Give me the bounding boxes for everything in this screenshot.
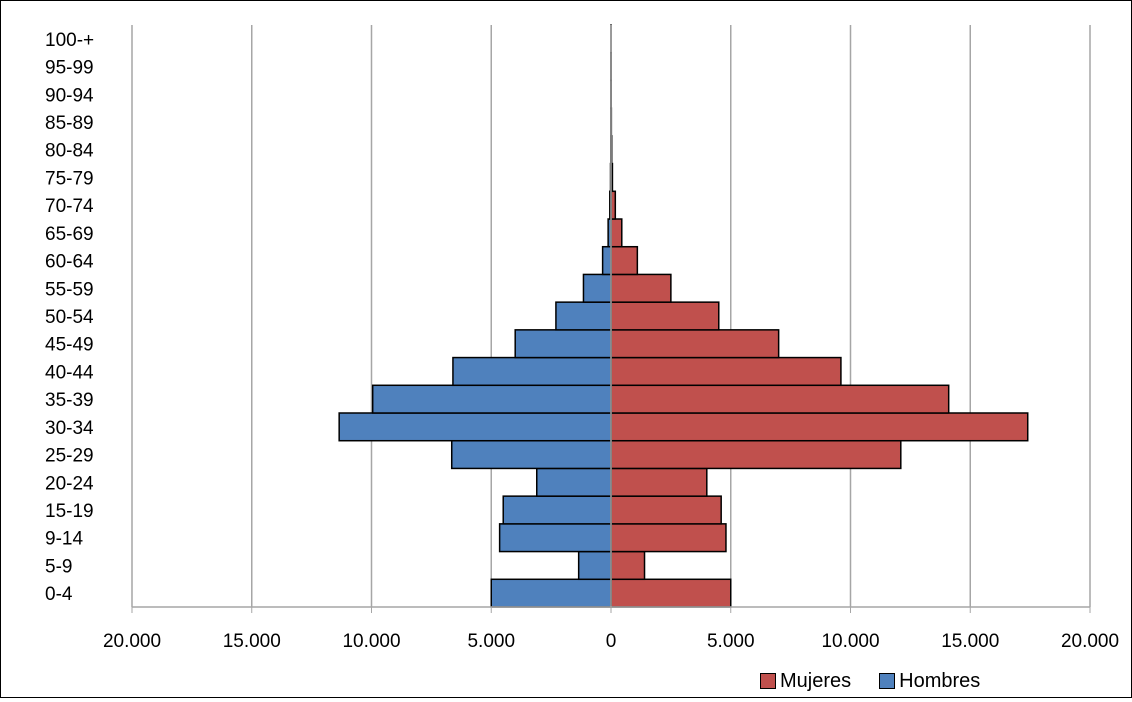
y-category-label: 50-54 bbox=[45, 307, 94, 328]
bar-mujeres bbox=[611, 358, 841, 386]
bar-mujeres bbox=[611, 219, 622, 247]
bar-mujeres bbox=[611, 302, 719, 330]
bar-mujeres bbox=[611, 468, 707, 496]
y-axis-labels: 0-4 5-9 9-14 15-19 20-24 25-29 30-34 35-39 40-44… bbox=[45, 30, 94, 605]
y-category-label: 65-69 bbox=[45, 224, 94, 245]
y-category-label: 55-59 bbox=[45, 279, 94, 300]
y-category-label: 70-74 bbox=[45, 196, 94, 217]
bar-hombres bbox=[537, 468, 611, 496]
bar-mujeres bbox=[611, 441, 901, 469]
bar-mujeres bbox=[611, 330, 779, 358]
legend-item-mujeres: Mujeres bbox=[760, 670, 851, 693]
y-category-label: 35-39 bbox=[45, 390, 94, 411]
bar-hombres bbox=[556, 302, 611, 330]
x-tick-label: 15.000 bbox=[941, 631, 999, 652]
legend-label-mujeres: Mujeres bbox=[780, 670, 851, 693]
x-tick-label: 5.000 bbox=[707, 631, 755, 652]
y-category-label: 40-44 bbox=[45, 362, 94, 383]
bar-mujeres bbox=[611, 579, 731, 607]
y-category-label: 75-79 bbox=[45, 168, 94, 189]
legend: Mujeres Hombres bbox=[760, 668, 1008, 694]
bar-mujeres bbox=[611, 496, 721, 524]
y-category-label: 20-24 bbox=[45, 473, 94, 494]
x-axis-labels: 20.000 15.000 10.000 5.000 0 5.000 10.000 15.00… bbox=[103, 631, 1119, 652]
bar-hombres bbox=[503, 496, 611, 524]
y-category-label: 60-64 bbox=[45, 252, 94, 273]
x-tick-label: 20.000 bbox=[103, 631, 161, 652]
x-tick-label: 5.000 bbox=[467, 631, 515, 652]
x-tick-label: 15.000 bbox=[223, 631, 281, 652]
y-category-label: 15-19 bbox=[45, 501, 94, 522]
bar-mujeres bbox=[611, 247, 637, 275]
y-category-label: 9-14 bbox=[45, 529, 83, 550]
bar-hombres bbox=[491, 579, 611, 607]
y-category-label: 90-94 bbox=[45, 85, 94, 106]
legend-swatch-hombres bbox=[879, 673, 895, 689]
bar-hombres bbox=[339, 413, 611, 441]
bar-mujeres bbox=[611, 413, 1028, 441]
bar-hombres bbox=[515, 330, 611, 358]
y-category-label: 5-9 bbox=[45, 556, 72, 577]
bar-hombres bbox=[373, 385, 611, 413]
x-tick-label: 10.000 bbox=[821, 631, 879, 652]
x-tick-label: 10.000 bbox=[342, 631, 400, 652]
y-category-label: 95-99 bbox=[45, 58, 94, 79]
bar-hombres bbox=[452, 441, 611, 469]
bar-hombres bbox=[603, 247, 611, 275]
bar-hombres bbox=[500, 524, 611, 552]
y-category-label: 85-89 bbox=[45, 113, 94, 134]
bar-hombres bbox=[583, 274, 611, 302]
y-category-label: 45-49 bbox=[45, 335, 94, 356]
bar-mujeres bbox=[611, 552, 645, 580]
legend-swatch-mujeres bbox=[760, 673, 776, 689]
x-tick-label: 20.000 bbox=[1061, 631, 1119, 652]
y-category-label: 100-+ bbox=[45, 30, 94, 51]
y-category-label: 25-29 bbox=[45, 446, 94, 467]
axes bbox=[132, 25, 1090, 613]
bar-mujeres bbox=[611, 385, 949, 413]
legend-item-hombres: Hombres bbox=[879, 670, 980, 693]
y-category-label: 0-4 bbox=[45, 584, 73, 605]
bars bbox=[339, 25, 1028, 607]
y-category-label: 30-34 bbox=[45, 418, 94, 439]
legend-label-hombres: Hombres bbox=[899, 670, 980, 693]
bar-mujeres bbox=[611, 274, 671, 302]
bar-mujeres bbox=[611, 524, 726, 552]
bar-hombres bbox=[453, 358, 611, 386]
x-tick-label: 0 bbox=[606, 631, 617, 652]
y-category-label: 80-84 bbox=[45, 141, 94, 162]
bar-hombres bbox=[579, 552, 611, 580]
